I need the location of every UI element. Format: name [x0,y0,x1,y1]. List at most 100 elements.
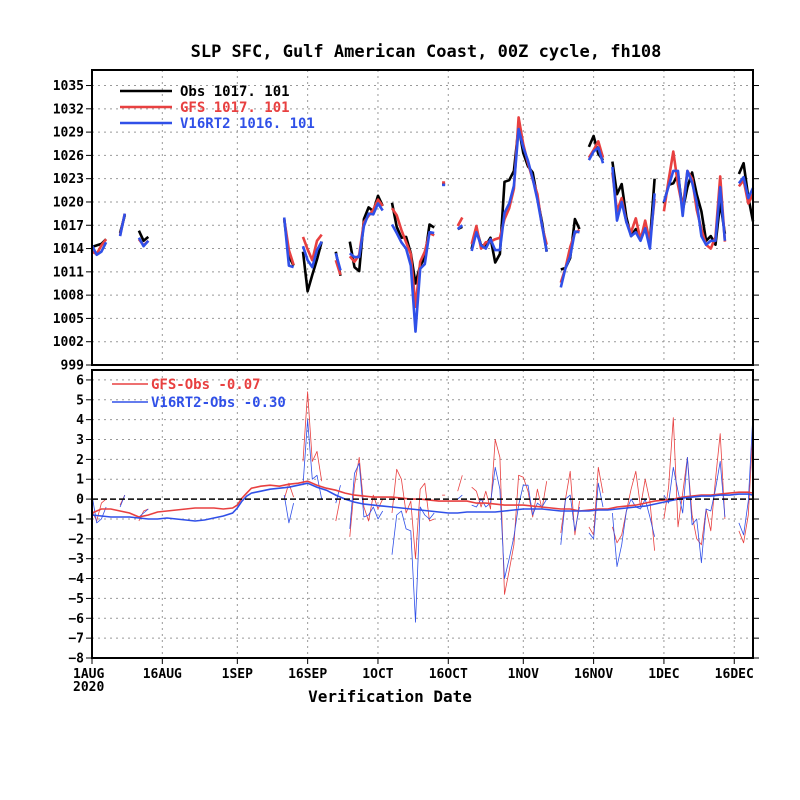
x-axis-label: Verification Date [308,687,472,706]
v16rt2-obs-mean-line [91,482,754,522]
obs-line-segment [662,171,727,246]
gfs-daily-diff-segment [612,470,655,551]
v16rt2-daily-diff-segment [738,413,754,536]
v16rt2-daily-diff-segment [91,495,107,524]
x-tick-label: 16NOV [574,667,613,682]
bottom-y-tick-label: −6 [68,612,84,627]
top-y-tick-label: 1008 [53,289,84,304]
v16rt2-daily-diff-segment [119,494,126,508]
bottom-y-tick-label: −2 [68,532,84,547]
gfs-daily-diff-segment [663,417,726,546]
gfs-daily-diff-segment [588,466,604,536]
v16rt2-line-segment [662,169,727,246]
v16rt2-daily-diff-segment [457,494,463,500]
legend-label: Obs 1017. 101 [180,84,290,100]
top-panel-frame [91,69,754,366]
x-axis: 1AUG 16AUG 1SEP 16SEP 1OCT 16OCT 1NOV 16NOV 1DEC… [73,658,754,682]
x-tick-label: 1NOV [508,667,539,682]
v16rt2-line-segment [559,230,580,288]
gfs-daily-diff-segment [335,497,341,522]
v16rt2-daily-diff-segment [471,466,548,579]
x-tick-label: 16DEC [715,667,754,682]
bottom-y-tick-label: 6 [76,373,84,388]
v16rt2-daily-diff-segment [612,498,655,567]
bottom-y-tick-label: −7 [68,632,84,647]
v16rt2-line-segment [587,146,605,164]
v16rt2-daily-diff-segment [663,457,726,564]
bottom-y-tick-label: −5 [68,592,84,607]
v16rt2-line-segment [470,127,548,252]
v16rt2-line-segment [390,223,435,333]
bottom-y-tick-label: 0 [76,493,84,508]
top-y-tick-label: 1026 [53,149,84,164]
obs-line-segment [737,161,755,222]
chart-title: SLP SFC, Gulf American Coast, 00Z cycle,… [191,42,662,62]
legend-label: GFS 1017. 101 [180,100,290,116]
bottom-y-tick-label: 1 [76,473,84,488]
gfs-obs-mean-line [91,480,754,518]
top-y-tick-label: 1005 [53,312,84,327]
obs-line-segment [137,230,150,243]
legend-label: V16RT2-Obs -0.30 [151,395,286,411]
gfs-daily-diff-segment [471,439,548,595]
v16rt2-line-segment [118,213,127,237]
top-y-tick-label: 999 [61,359,84,374]
v16rt2-daily-diff-segment [349,463,384,529]
legend-label: V16RT2 1016. 101 [180,116,315,132]
gfs-daily-diff-segment [457,475,463,492]
v16rt2-line-segment [282,217,295,269]
v16rt2-daily-diff-segment [138,508,149,518]
gfs-daily-diff-segment [738,429,754,544]
legend-label: GFS-Obs -0.07 [151,377,261,393]
top-y-tick-label: 1035 [53,79,84,94]
v16rt2-line-segment [301,240,323,269]
bottom-y-tick-label: 5 [76,393,84,408]
x-tick-label: 1OCT [362,667,393,682]
x-tick-label: 16OCT [429,667,468,682]
bottom-y-tick-label: −3 [68,552,84,567]
obs-line-segment [301,241,323,293]
v16rt2-daily-diff-segment [302,419,323,500]
bottom-y-tick-label: 3 [76,433,84,448]
gfs-line-segment [611,172,656,244]
top-y-tick-label: 1017 [53,219,84,234]
x-tick-label: 16SEP [288,667,327,682]
gfs-daily-diff-segment [283,482,294,500]
bottom-panel-grid [92,370,753,658]
bottom-panel-frame [91,369,754,659]
bottom-y-tick-label: −4 [68,572,84,587]
top-panel-series [90,116,755,333]
bottom-y-tick-label: 2 [76,453,84,468]
top-y-axis: 999 1002 1005 1008 1011 1014 1017 1020 1023 1026 1… [53,79,759,374]
top-y-tick-label: 1023 [53,172,84,187]
v16rt2-daily-diff-segment [335,485,341,504]
top-y-tick-label: 1032 [53,102,84,117]
top-y-tick-label: 1011 [53,265,84,280]
bottom-legend: GFS-Obs -0.07 V16RT2-Obs -0.30 [112,377,286,411]
v16rt2-daily-diff-segment [283,495,294,524]
v16rt2-line-segment [334,252,342,271]
top-y-tick-label: 1020 [53,195,84,210]
top-panel-grid [92,70,753,365]
v16rt2-line-segment [611,166,656,250]
v16rt2-line-segment [90,241,108,257]
v16rt2-daily-diff-segment [560,494,580,545]
v16rt2-line-segment [456,224,464,231]
x-tick-label: 16AUG [143,667,182,682]
obs-line-segment [348,194,384,273]
bottom-y-axis: −8 −7 −6 −5 −4 −3 −2 −1 0 1 2 3 4 5 6 [68,373,759,667]
gfs-line-segment [334,259,342,276]
v16rt2-line-segment [737,175,755,200]
gfs-daily-diff-segment [349,457,384,537]
top-y-tick-label: 1014 [53,242,84,257]
x-tick-label: 1DEC [648,667,679,682]
bottom-y-tick-label: 4 [76,413,84,428]
bottom-y-tick-label: −1 [68,512,84,527]
bottom-y-tick-label: −8 [68,652,84,667]
v16rt2-daily-diff-segment [391,506,435,623]
gfs-line-segment [456,216,464,227]
x-tick-label: 1AUG [73,667,104,682]
